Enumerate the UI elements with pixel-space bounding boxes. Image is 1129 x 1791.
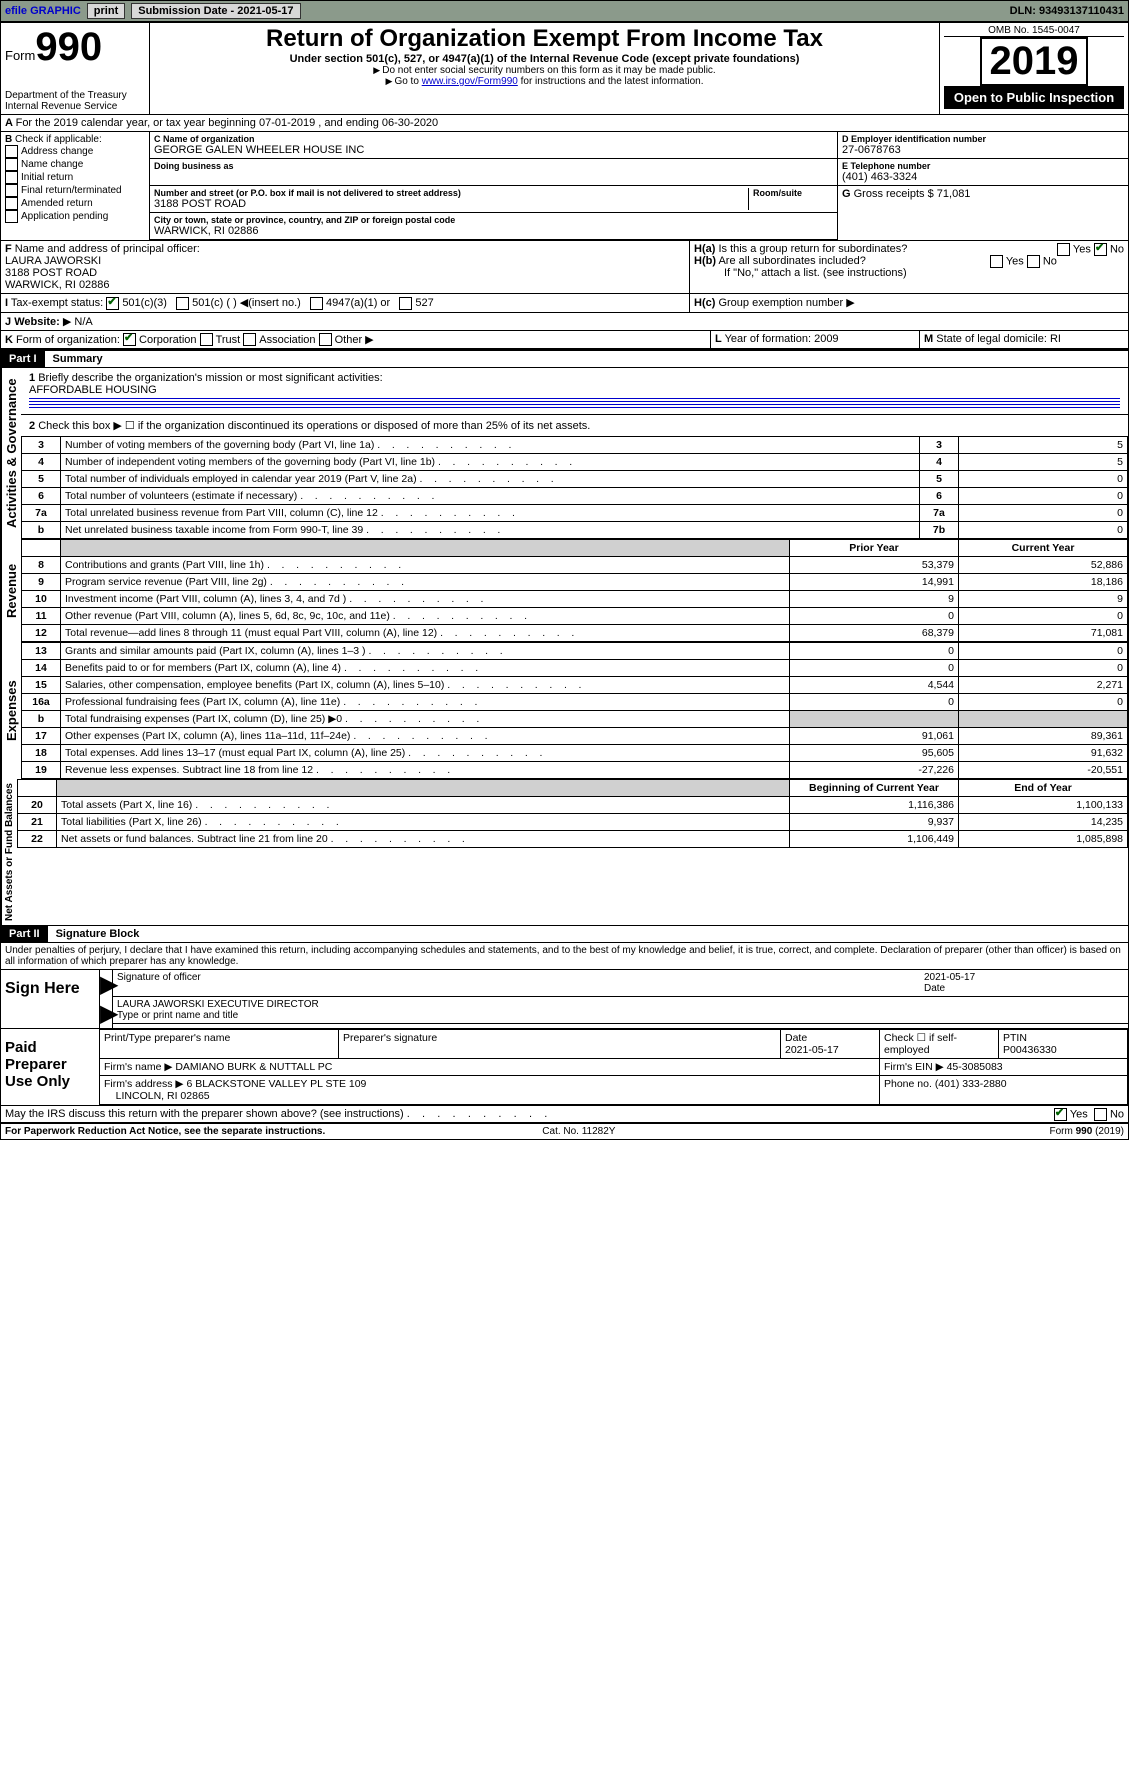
mission-text: AFFORDABLE HOUSING (29, 384, 157, 396)
net-assets-label: Net Assets or Fund Balances (1, 779, 17, 925)
form-container: Form990 Department of the Treasury Inter… (0, 22, 1129, 1140)
form-note1: Do not enter social security numbers on … (154, 65, 935, 76)
form-header: Form990 Department of the Treasury Inter… (1, 23, 1128, 115)
period-line-a: A For the 2019 calendar year, or tax yea… (1, 115, 1128, 132)
revenue-label: Revenue (1, 539, 21, 642)
revenue-table: Prior YearCurrent Year8Contributions and… (21, 539, 1128, 642)
discuss-line: May the IRS discuss this return with the… (1, 1105, 1128, 1122)
box-b: B Check if applicable: Address change Na… (1, 132, 150, 240)
firm-name: DAMIANO BURK & NUTTALL PC (175, 1061, 332, 1073)
org-name: GEORGE GALEN WHEELER HOUSE INC (154, 144, 833, 156)
org-street: 3188 POST ROAD (154, 198, 744, 210)
form-number: Form990 (5, 25, 145, 70)
activities-governance-label: Activities & Governance (1, 368, 21, 539)
instructions-link[interactable]: www.irs.gov/Form990 (422, 76, 518, 87)
part-1-header: Part ISummary (1, 349, 1128, 368)
omb-label: OMB No. 1545-0047 (944, 25, 1124, 37)
print-button[interactable]: print (87, 3, 125, 19)
firm-phone: (401) 333-2880 (935, 1078, 1007, 1090)
expenses-table: 13Grants and similar amounts paid (Part … (21, 642, 1128, 779)
efile-link[interactable]: efile GRAPHIC (5, 5, 81, 17)
ein: 27-0678763 (842, 144, 1124, 156)
form-note2: Go to www.irs.gov/Form990 for instructio… (154, 76, 935, 87)
open-public-label: Open to Public Inspection (944, 86, 1124, 109)
sign-here-block: Sign Here ▶▶ Signature of officer 2021-0… (1, 969, 1128, 1028)
officer-name: LAURA JAWORSKI (5, 255, 101, 267)
gross-receipts: 71,081 (937, 188, 971, 200)
telephone: (401) 463-3324 (842, 171, 1124, 183)
dept-label: Department of the Treasury (5, 90, 145, 101)
irs-label: Internal Revenue Service (5, 101, 145, 112)
governance-table: 3Number of voting members of the governi… (21, 436, 1128, 539)
top-bar: efile GRAPHIC print Submission Date - 20… (0, 0, 1129, 22)
form-subtitle: Under section 501(c), 527, or 4947(a)(1)… (154, 53, 935, 65)
firm-ein: 45-3085083 (947, 1061, 1003, 1073)
submission-date-button[interactable]: Submission Date - 2021-05-17 (131, 3, 300, 19)
form-title: Return of Organization Exempt From Incom… (154, 25, 935, 53)
tax-year: 2019 (980, 37, 1089, 86)
org-city: WARWICK, RI 02886 (154, 225, 833, 237)
domicile-state: RI (1050, 333, 1061, 345)
part-2-header: Part IISignature Block (1, 925, 1128, 943)
perjury-statement: Under penalties of perjury, I declare th… (1, 943, 1128, 969)
website: N/A (74, 316, 92, 328)
dln-label: DLN: 93493137110431 (1010, 5, 1124, 17)
ptin: P00436330 (1003, 1044, 1057, 1056)
expenses-label: Expenses (1, 642, 21, 779)
form-footer: For Paperwork Reduction Act Notice, see … (1, 1122, 1128, 1139)
officer-signature-name: LAURA JAWORSKI EXECUTIVE DIRECTOR (117, 999, 319, 1010)
section-b-to-g: B Check if applicable: Address change Na… (1, 132, 1128, 240)
year-formation: 2009 (814, 333, 838, 345)
net-assets-table: Beginning of Current YearEnd of Year20To… (17, 779, 1128, 848)
paid-preparer-block: Paid Preparer Use Only Print/Type prepar… (1, 1028, 1128, 1105)
